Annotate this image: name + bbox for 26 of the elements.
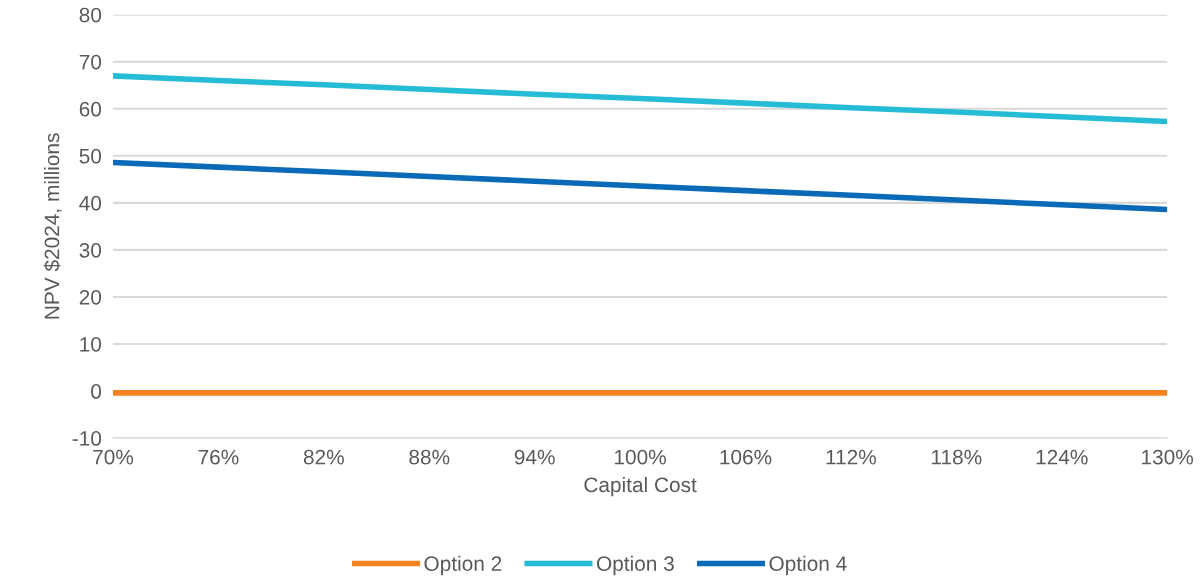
y-axis-title: NPV $2024, millions	[43, 133, 62, 319]
legend-label: Option 3	[596, 555, 674, 576]
x-tick-label: 100%	[615, 449, 666, 465]
x-tick-label: 118%	[932, 449, 982, 465]
x-tick-label: 94%	[514, 449, 555, 465]
x-tick-label: 130%	[1142, 449, 1194, 465]
x-tick-label: 88%	[409, 449, 450, 465]
y-tick-label: 80	[79, 7, 102, 23]
y-tick-label: 60	[79, 101, 102, 117]
y-tick-label: 50	[79, 148, 102, 164]
x-axis-title: Capital Cost	[584, 476, 697, 497]
y-tick-label: 40	[79, 195, 102, 211]
y-tick-label: -10	[72, 431, 102, 446]
y-tick-label: 20	[79, 289, 102, 305]
legend-label: Option 4	[769, 555, 847, 576]
y-tick-label: 70	[79, 54, 102, 70]
legend-label: Option 2	[424, 555, 502, 576]
y-tick-label: 0	[91, 384, 102, 399]
y-tick-label: 30	[79, 242, 102, 258]
x-tick-label: 112%	[826, 449, 877, 465]
x-tick-label: 76%	[198, 449, 239, 465]
x-tick-label: 106%	[720, 449, 772, 465]
x-tick-label: 124%	[1036, 449, 1088, 465]
x-tick-label: 82%	[303, 449, 344, 465]
x-tick-label: 70%	[93, 449, 134, 465]
y-tick-label: 10	[80, 336, 102, 352]
